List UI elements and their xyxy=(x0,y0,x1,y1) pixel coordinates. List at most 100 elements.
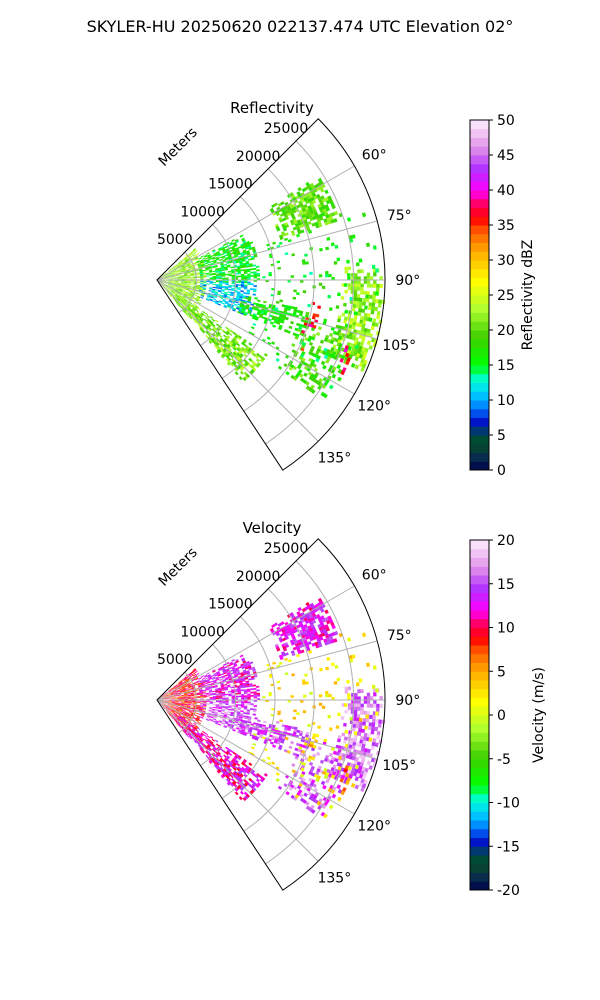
echo-cell xyxy=(200,296,204,299)
echo-cell xyxy=(354,700,358,704)
echo-cell xyxy=(168,688,172,691)
echo-cell xyxy=(188,266,192,269)
echo-cell xyxy=(291,349,296,354)
echo-cell xyxy=(206,283,210,285)
echo-cell xyxy=(242,770,247,774)
echo-cell xyxy=(196,693,200,695)
echo-cell xyxy=(354,768,359,774)
echo-cell xyxy=(292,731,297,735)
echo-cell xyxy=(358,717,363,722)
echo-cell xyxy=(195,689,200,691)
echo-cell xyxy=(196,741,200,745)
echo-cell xyxy=(284,652,289,656)
echo-cell xyxy=(217,768,222,773)
echo-cell xyxy=(243,791,248,796)
echo-cell xyxy=(198,324,202,328)
echo-cell xyxy=(207,319,211,323)
echo-cell xyxy=(199,268,203,271)
colorbar-tick-label: 30 xyxy=(497,253,515,269)
echo-cell xyxy=(187,714,191,717)
echo-cell xyxy=(218,284,223,286)
echo-cell xyxy=(224,351,229,355)
echo-cell xyxy=(215,300,219,303)
echo-cell xyxy=(246,662,251,666)
echo-cell xyxy=(203,314,207,317)
echo-cell xyxy=(221,302,225,305)
echo-cell xyxy=(240,310,245,314)
echo-cell xyxy=(184,312,187,316)
echo-cell xyxy=(200,695,204,697)
echo-cell xyxy=(213,339,218,344)
echo-cell xyxy=(301,679,306,683)
echo-cell xyxy=(192,732,196,736)
range-tick-label: 20000 xyxy=(236,149,281,165)
echo-cell xyxy=(184,292,188,295)
echo-cell xyxy=(217,667,222,671)
echo-cell xyxy=(210,740,214,744)
echo-cell xyxy=(300,198,306,203)
echo-cell xyxy=(318,213,323,218)
echo-cell xyxy=(230,783,234,787)
echo-cell xyxy=(243,242,247,245)
echo-cell xyxy=(234,791,239,796)
echo-cell xyxy=(212,336,216,341)
echo-cell xyxy=(174,285,178,287)
echo-cell xyxy=(183,263,187,266)
echo-cell xyxy=(237,291,241,294)
echo-cell xyxy=(303,274,307,278)
echo-cell xyxy=(182,261,186,264)
echo-cell xyxy=(327,640,332,645)
echo-cell xyxy=(208,676,212,679)
echo-cell xyxy=(178,304,181,308)
echo-cell xyxy=(198,257,202,260)
echo-cell xyxy=(181,297,185,300)
echo-cell xyxy=(179,287,184,290)
echo-cell xyxy=(174,693,178,695)
echo-cell xyxy=(328,384,334,390)
echo-cell xyxy=(170,692,174,694)
echo-cell xyxy=(185,268,190,270)
echo-cell xyxy=(360,703,364,708)
echo-cell xyxy=(235,718,240,721)
echo-cell xyxy=(206,260,210,263)
colorbar-segment xyxy=(470,303,489,313)
echo-cell xyxy=(250,779,255,784)
echo-cell xyxy=(271,724,276,728)
echo-cell xyxy=(309,768,314,773)
echo-cell xyxy=(193,731,197,735)
echo-cell xyxy=(366,760,371,766)
echo-cell xyxy=(181,698,185,699)
echo-cell xyxy=(162,706,165,710)
echo-cell xyxy=(175,714,179,717)
echo-cell xyxy=(320,622,325,627)
echo-cell xyxy=(184,701,188,702)
echo-cell xyxy=(232,331,237,336)
echo-cell xyxy=(235,668,240,672)
echo-cell xyxy=(223,754,227,758)
echo-cell xyxy=(247,273,251,276)
echo-cell xyxy=(175,281,179,282)
echo-cell xyxy=(190,730,194,734)
echo-cell xyxy=(198,324,202,329)
echo-cell xyxy=(181,276,185,278)
echo-cell xyxy=(192,717,196,720)
echo-cell xyxy=(190,729,194,733)
echo-cell xyxy=(174,686,178,689)
echo-cell xyxy=(244,701,248,704)
echo-cell xyxy=(189,709,193,712)
echo-cell xyxy=(221,691,226,694)
echo-cell xyxy=(215,721,219,724)
echo-cell xyxy=(202,705,207,707)
echo-cell xyxy=(185,291,189,294)
echo-cell xyxy=(289,618,295,623)
echo-cell xyxy=(178,266,182,269)
colorbar-segment xyxy=(470,338,489,348)
echo-cell xyxy=(232,757,237,762)
echo-cell xyxy=(200,276,204,278)
echo-cell xyxy=(168,709,172,712)
echo-cell xyxy=(184,274,188,276)
echo-cell xyxy=(228,270,232,273)
echo-cell xyxy=(196,681,200,684)
echo-cell xyxy=(221,770,225,774)
